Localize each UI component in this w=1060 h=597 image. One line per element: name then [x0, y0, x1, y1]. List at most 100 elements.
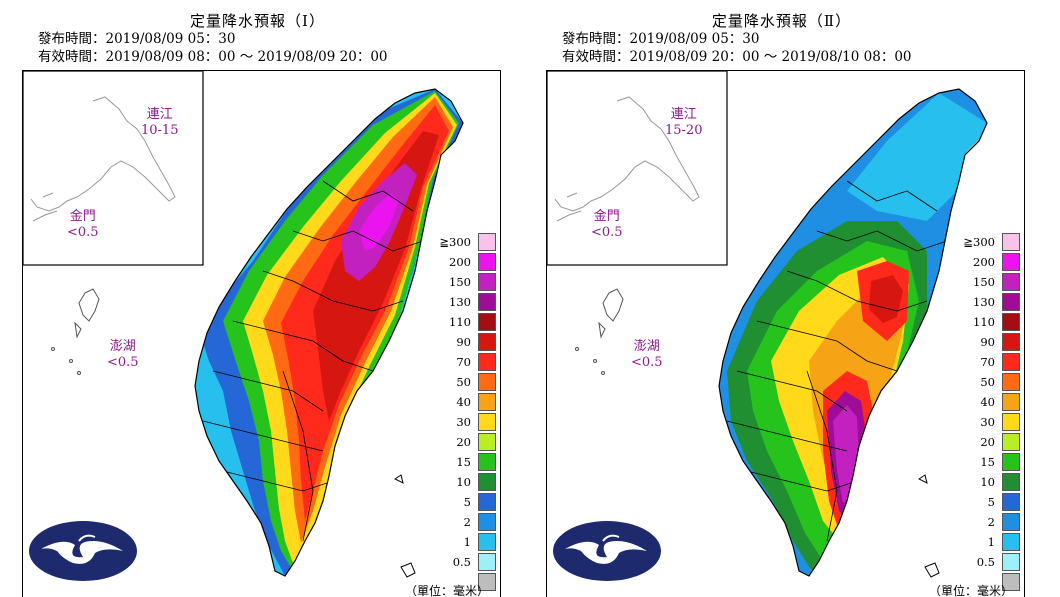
kinmen-name: 金門	[69, 209, 96, 224]
legend-label: 30	[456, 415, 471, 429]
legend-swatch	[1002, 533, 1020, 551]
legend-swatch	[478, 253, 496, 271]
legend-label: 15	[980, 455, 995, 469]
legend-label: 20	[456, 435, 471, 449]
legend-row: 5	[464, 491, 500, 511]
rainfall-legend: ≧300 200 150 130 110 90 70 50 40 30 20 15 10 5 2 1 0.5	[963, 231, 1024, 591]
legend-swatch	[1002, 573, 1020, 591]
legend-row: 110	[973, 311, 1024, 331]
unit-label: （單位：毫米）	[405, 584, 490, 597]
legend-label: 2	[463, 515, 471, 529]
legend-label: 150	[449, 275, 471, 289]
issue-time: 發布時間：2019/08/09 05：30	[562, 31, 760, 47]
legend-label: 5	[463, 495, 471, 509]
legend-swatch	[1002, 293, 1020, 311]
legend-label: 0.5	[452, 555, 471, 569]
issue-time: 發布時間：2019/08/09 05：30	[38, 31, 236, 47]
legend-swatch	[1002, 513, 1020, 531]
panel-title: 定量降水預報（Ⅰ）	[190, 12, 325, 30]
legend-row: 130	[973, 291, 1024, 311]
legend-swatch	[1002, 273, 1020, 291]
legend-swatch	[478, 513, 496, 531]
forecast-panel-1: 定量降水預報（Ⅰ） 發布時間：2019/08/09 05：30 有效時間：201…	[0, 0, 515, 597]
legend-label: 1	[987, 535, 995, 549]
kinmen-value: <0.5	[67, 225, 99, 240]
legend-row: 0.5	[453, 551, 500, 571]
legend-row: 10	[980, 471, 1024, 491]
legend-swatch	[478, 233, 496, 251]
taiwan-rainfall-map	[547, 71, 988, 581]
legend-row: 200	[973, 251, 1024, 271]
forecast-panel-2: 定量降水預報（Ⅱ） 發布時間：2019/08/09 05：30 有效時間：201…	[524, 0, 1039, 597]
county-borders	[726, 180, 948, 542]
legend-label: 40	[980, 395, 995, 409]
legend-label: 50	[980, 375, 995, 389]
matsu-annotation: 連江 10-15	[141, 107, 178, 139]
legend-label: 15	[456, 455, 471, 469]
rainfall-map: 連江 10-15 金門 <0.5 澎湖 <0.5 ≧300 200 150 130 11…	[22, 70, 501, 597]
legend-row: 20	[980, 431, 1024, 451]
china-coast	[30, 96, 176, 212]
legend-label: 130	[449, 295, 471, 309]
legend-swatch	[1002, 313, 1020, 331]
legend-swatch	[478, 293, 496, 311]
penghu-name: 澎湖	[109, 339, 136, 354]
penghu-annotation: 澎湖 <0.5	[631, 339, 663, 371]
legend-row	[473, 571, 500, 591]
legend-label: 10	[980, 475, 995, 489]
kinmen-annotation: 金門 <0.5	[591, 209, 623, 241]
taiwan-rainfall-map	[23, 71, 464, 581]
penghu-islands	[51, 288, 100, 375]
penghu-islands	[575, 288, 624, 375]
legend-row: 90	[456, 331, 500, 351]
legend-row: 15	[456, 451, 500, 471]
legend-row: 30	[456, 411, 500, 431]
legend-row: 2	[464, 511, 500, 531]
legend-swatch	[1002, 453, 1020, 471]
legend-swatch	[478, 453, 496, 471]
kinmen-annotation: 金門 <0.5	[67, 209, 99, 241]
legend-swatch	[1002, 433, 1020, 451]
legend-swatch	[478, 353, 496, 371]
matsu-value: 15-20	[665, 123, 703, 138]
kinmen-name: 金門	[593, 209, 620, 224]
legend-label: 70	[456, 355, 471, 369]
cwb-logo-icon	[553, 521, 661, 581]
legend-row: 50	[980, 371, 1024, 391]
legend-row: 70	[980, 351, 1024, 371]
legend-label: 10	[456, 475, 471, 489]
legend-row: 50	[456, 371, 500, 391]
legend-swatch	[1002, 553, 1020, 571]
legend-row: 150	[449, 271, 500, 291]
legend-row: 40	[456, 391, 500, 411]
legend-row: 90	[980, 331, 1024, 351]
kinmen-value: <0.5	[591, 225, 623, 240]
matsu-value: 10-15	[141, 123, 179, 138]
legend-row: 40	[980, 391, 1024, 411]
legend-label: 1	[463, 535, 471, 549]
legend-swatch	[1002, 493, 1020, 511]
legend-label: 90	[980, 335, 995, 349]
legend-row: 15	[980, 451, 1024, 471]
rainfall-legend: ≧300 200 150 130 110 90 70 50 40 30 20 15 10 5 2 1 0.5	[439, 231, 500, 591]
matsu-name: 連江	[670, 107, 697, 122]
legend-row: 5	[988, 491, 1024, 511]
legend-label: 5	[987, 495, 995, 509]
offshore-islands	[394, 474, 416, 578]
legend-row: 110	[449, 311, 500, 331]
legend-swatch	[478, 393, 496, 411]
matsu-annotation: 連江 15-20	[665, 107, 702, 139]
legend-label: ≧300	[439, 235, 471, 249]
legend-swatch	[1002, 233, 1020, 251]
china-coast	[554, 96, 700, 212]
legend-label: 130	[973, 295, 995, 309]
legend-label: 150	[973, 275, 995, 289]
legend-label: 200	[449, 255, 471, 269]
taiwan-outline	[718, 88, 988, 577]
legend-swatch	[1002, 253, 1020, 271]
legend-row: 0.5	[977, 551, 1024, 571]
inset-box	[23, 71, 204, 266]
taiwan-outline	[194, 88, 464, 577]
legend-row: 1	[464, 531, 500, 551]
legend-swatch	[478, 473, 496, 491]
